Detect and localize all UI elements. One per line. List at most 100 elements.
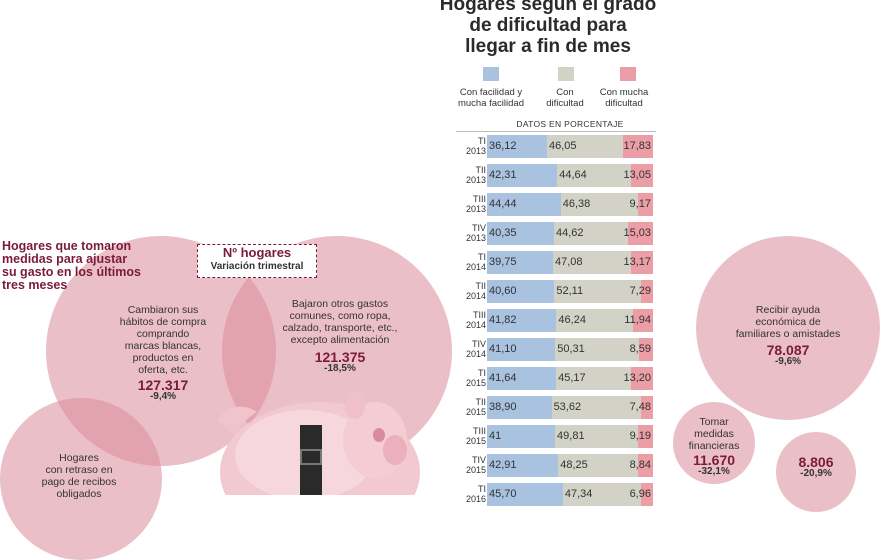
row-label-year: 2014 [465,291,486,301]
row-label-quarter: TIV [471,339,486,349]
piggy-bank-illustration [217,391,420,495]
row-label: TIV 2014 [448,339,486,359]
bar-value-label: 46,38 [562,198,591,210]
row-label-year: 2016 [465,494,486,504]
bar-value-label: 9,17 [629,198,651,210]
bar-row: 42,31 44,64 13,05 [487,164,653,187]
row-label-year: 2014 [465,349,486,359]
bar-value-label: 50,31 [557,343,585,355]
row-label-year: 2015 [465,465,486,475]
row-label-quarter: TIV [471,223,486,233]
bar-row: 41 49,81 9,19 [487,425,653,448]
bar-segment-mucha-dificultad: 11,94 [624,309,653,332]
bar-segment-dificultad: 44,62 [553,222,629,245]
rc3-pct: -20,9% [800,468,832,479]
bar-row: 42,91 48,25 8,84 [487,454,653,477]
bar-segment-dificultad: 46,38 [560,193,638,216]
row-label: TI 2014 [448,252,486,272]
rc1-text: Recibir ayuda económica de familiares o … [725,304,851,368]
legend-swatch-dificultad [558,67,574,81]
bar-segment-mucha-dificultad: 8,59 [630,338,653,361]
circle-medidas-financieras [673,402,755,484]
bar-segment-dificultad: 45,17 [556,367,632,390]
bar-value-label: 42,31 [489,169,517,181]
bar-row: 40,60 52,11 7,29 [487,280,653,303]
row-label: TII 2013 [448,165,486,185]
bar-segment-dificultad: 52,11 [554,280,641,303]
box-subtitle: Variación trimestral [210,261,304,272]
bar-value-label: 41 [489,430,502,442]
bar-value-label: 7,29 [629,285,651,297]
bar-value-label: 44,62 [555,227,584,239]
bar-value-label: 46,24 [558,314,586,326]
bar-segment-mucha-dificultad: 9,19 [630,425,653,448]
bar-segment-facilidad: 39,75 [487,251,553,274]
bar-segment-facilidad: 41,82 [487,309,557,332]
row-label-quarter: TII [475,165,487,175]
bar-segment-mucha-dificultad: 13,05 [623,164,653,187]
bar-segment-facilidad: 40,35 [487,222,554,245]
row-label: TI 2015 [448,368,486,388]
bar-value-label: 52,11 [556,285,584,297]
legend-swatch-mucha-dificultad [620,67,636,81]
bar-value-label: 41,64 [489,372,517,384]
c1-text: Cambiaron sus hábitos de compra comprand… [108,304,218,403]
bar-value-label: 36,12 [489,140,517,152]
legend-label-facilidad: Con facilidad y mucha facilidad [457,87,524,109]
row-label: TIII 2013 [448,194,486,214]
rc2-text: Tomar medidas financieras 11.670 -32,1% [680,416,748,478]
rc3-number: 8.806 [798,454,834,470]
row-label-year: 2013 [465,233,486,243]
bar-segment-mucha-dificultad: 13,17 [623,251,653,274]
bar-row: 41,10 50,31 8,59 [487,338,653,361]
bar-segment-facilidad: 42,91 [487,454,559,477]
bar-segment-facilidad: 42,31 [487,164,558,187]
row-label: TIII 2015 [448,426,486,446]
rc3-text: 8.806 -20,9% [782,454,850,480]
bar-value-label: 48,25 [560,459,588,471]
chart-title: Hogares según el grado de dificultad par… [439,0,657,57]
bar-value-label: 17,83 [623,140,651,152]
bar-value-label: 42,91 [489,459,517,471]
bar-value-label: 7,48 [629,401,651,413]
legend-label-mucha-dificultad: Con mucha dificultad [599,87,649,109]
rc2-number: 11.670 [692,452,736,468]
row-label-quarter: TIII [473,310,486,320]
bar-value-label: 13,20 [623,372,651,384]
bar-value-label: 41,10 [489,343,517,355]
bar-value-label: 40,35 [489,227,517,239]
bar-segment-dificultad: 44,64 [557,164,632,187]
bar-segment-mucha-dificultad: 7,48 [630,396,653,419]
bar-segment-facilidad: 40,60 [487,280,555,303]
c3-text: Hogares con retraso en pago de recibos o… [41,452,117,500]
bar-segment-mucha-dificultad: 8,84 [630,454,653,477]
row-label-quarter: TI [478,136,486,146]
circle-ayuda-familiares [696,236,880,420]
bar-segment-facilidad: 41,10 [487,338,556,361]
bar-segment-mucha-dificultad: 7,29 [630,280,653,303]
bar-segment-dificultad: 46,24 [556,309,634,332]
bar-segment-mucha-dificultad: 17,83 [623,135,653,158]
row-label: TI 2013 [448,136,486,156]
c1-number: 127.317 [137,377,189,393]
bar-value-label: 13,17 [623,256,651,268]
bar-value-label: 41,82 [489,314,517,326]
bar-value-label: 49,81 [557,430,585,442]
bar-segment-facilidad: 41,64 [487,367,557,390]
c2-number: 121.375 [314,349,366,365]
row-label: TIV 2015 [448,455,486,475]
row-label-quarter: TIV [471,455,486,465]
bar-segment-dificultad: 53,62 [551,396,641,419]
bar-row: 38,90 53,62 7,48 [487,396,653,419]
bar-value-label: 53,62 [553,401,582,413]
row-label-year: 2013 [465,204,486,214]
row-label-quarter: TIII [473,426,486,436]
bar-segment-facilidad: 41 [487,425,556,448]
bar-value-label: 38,90 [489,401,517,413]
row-label-year: 2015 [465,407,486,417]
bar-value-label: 47,08 [554,256,583,268]
bar-value-label: 8,84 [629,459,651,471]
row-label-quarter: TI [478,368,486,378]
bar-value-label: 46,05 [548,140,577,152]
row-label-year: 2014 [465,320,486,330]
